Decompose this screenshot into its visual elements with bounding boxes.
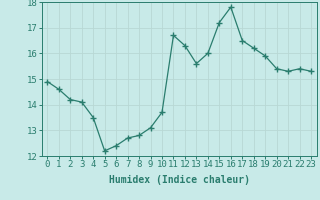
X-axis label: Humidex (Indice chaleur): Humidex (Indice chaleur) — [109, 175, 250, 185]
